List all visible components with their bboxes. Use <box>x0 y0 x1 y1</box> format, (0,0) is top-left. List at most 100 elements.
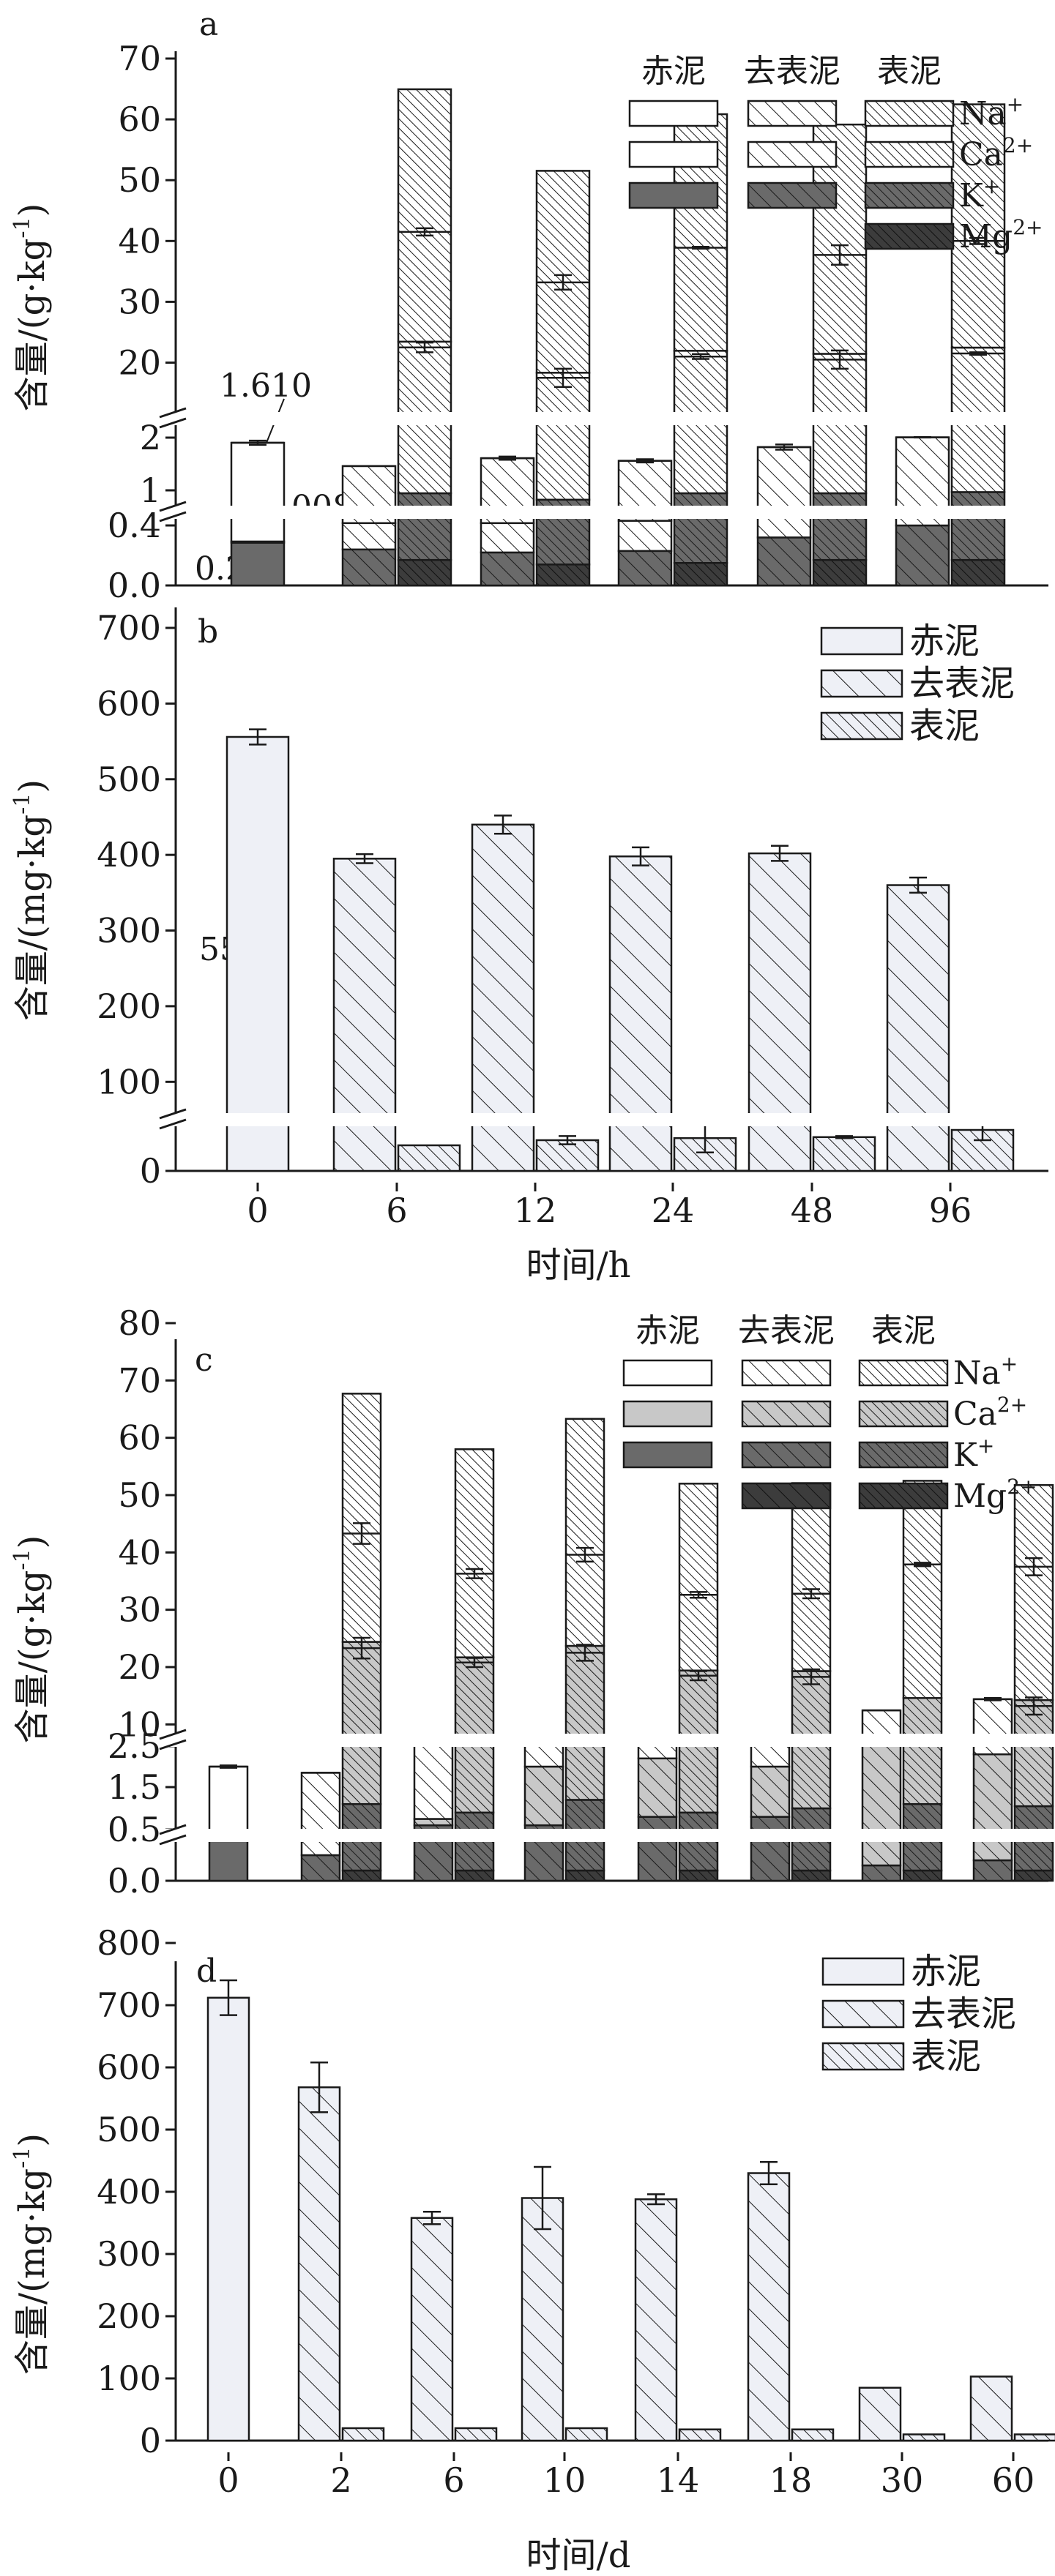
bar-d-1 <box>634 2198 678 2442</box>
ylabel-text: 含量/(mg·kg <box>12 2168 53 2375</box>
panel-c-y-tick-label: 0.5 <box>108 1810 161 1849</box>
bar-c-Mg <box>564 1869 605 1882</box>
annotation-1610: 1.610 <box>220 367 312 405</box>
panel-c-axis-break <box>161 1734 1055 1747</box>
panel-a-y-tick-label: 20 <box>118 343 161 383</box>
legend-swatch <box>864 100 955 127</box>
svg-text:含量/(g·kg-1): 含量/(g·kg-1) <box>10 203 53 412</box>
x-tick-label: 6 <box>443 2460 464 2500</box>
x-tick-label: 10 <box>543 2460 586 2500</box>
bar-d-1 <box>410 2217 454 2442</box>
legend-type-label: 赤泥 <box>911 1951 981 1992</box>
bar-a-Mg <box>535 564 591 587</box>
x-tick-label: 96 <box>929 1191 972 1230</box>
bar-d-2 <box>1013 2433 1055 2442</box>
panel-b-y-tick-label: 500 <box>97 760 161 799</box>
legend-type-label: 表泥 <box>909 705 980 746</box>
legend-swatch <box>821 1957 905 1986</box>
panel-a-y-tick-label: 0.0 <box>108 566 161 605</box>
panel-b-y-tick-label: 0 <box>140 1151 161 1191</box>
legend-swatch <box>741 1441 832 1469</box>
legend-ion-label: K+ <box>953 1434 994 1474</box>
ion-base: Mg <box>959 218 1013 255</box>
ion-sup: + <box>1007 92 1024 116</box>
legend-ion-label: Mg2+ <box>953 1475 1037 1515</box>
panel-d-y-tick-label: 100 <box>97 2359 161 2398</box>
bar-c-Na <box>341 1393 382 1643</box>
legend-swatch <box>864 222 955 250</box>
panel-d-letter: d <box>196 1952 217 1990</box>
svg-text:含量/(mg·kg-1): 含量/(mg·kg-1) <box>10 2133 53 2375</box>
ylabel-sup: -1 <box>10 2147 35 2168</box>
panel-d-y-tick-label: 800 <box>97 1923 161 1963</box>
bar-d-2 <box>341 2427 385 2442</box>
legend-swatch <box>820 626 903 656</box>
ylabel-close: ) <box>12 779 53 793</box>
panel-c-y-tick-label: 80 <box>118 1303 161 1343</box>
panel-a-y-tick-label: 0.4 <box>108 506 161 545</box>
legend-swatch <box>858 1482 949 1510</box>
bar-c-Ca <box>564 1644 605 1801</box>
ion-base: Na <box>953 1355 1001 1392</box>
panel-b-y-tick-label: 100 <box>97 1062 161 1101</box>
x-tick-label: 48 <box>791 1191 834 1230</box>
x-tick-label: 24 <box>652 1191 695 1230</box>
bar-d-1 <box>858 2386 902 2442</box>
bar-a-K <box>397 492 452 561</box>
bar-c-Ca <box>341 1641 382 1805</box>
ion-base: Mg <box>953 1478 1007 1515</box>
bar-c-Mg <box>341 1869 382 1882</box>
legend-ion-label: Na+ <box>953 1352 1018 1392</box>
panel-b-ylabel: 含量/(mg·kg-1) <box>10 779 53 1021</box>
ion-base: Ca <box>959 136 1003 173</box>
legend-col-header: 赤泥 <box>635 1312 700 1349</box>
bar-a-K <box>617 550 673 587</box>
x-tick-label: 0 <box>247 1191 268 1230</box>
ion-sup: + <box>1001 1352 1018 1376</box>
panel-a-break-mark <box>159 407 187 419</box>
bar-c-Ca <box>902 1697 943 1805</box>
panel-d-y-tick-label: 400 <box>97 2172 161 2212</box>
legend-swatch <box>821 2042 905 2071</box>
panel-b-break-mark <box>159 1118 187 1130</box>
legend-type-label: 表泥 <box>911 2036 981 2077</box>
panel-c-y-tick-label: 60 <box>118 1418 161 1458</box>
ylabel-close: ) <box>12 1535 53 1549</box>
ylabel-text: 含量/(g·kg <box>12 239 53 412</box>
ylabel-sup: -1 <box>10 1549 35 1570</box>
bar-a-K <box>895 524 950 587</box>
bar-c-K <box>861 1864 902 1882</box>
bar-c-K <box>637 1816 678 1882</box>
bar-c-Ca <box>523 1765 564 1827</box>
bar-d-2 <box>454 2427 498 2442</box>
panel-a-y-tick-label: 70 <box>118 39 161 78</box>
legend-swatch <box>747 181 838 209</box>
panel-c-y-tick-label: 50 <box>118 1475 161 1515</box>
legend-col-header: 赤泥 <box>641 53 706 90</box>
bar-c-Ca <box>861 1745 902 1867</box>
bar-b-0 <box>225 735 290 1172</box>
bar-a-Ca <box>617 520 673 553</box>
bar-a-K <box>756 536 812 587</box>
x-tick-label: 6 <box>386 1191 407 1230</box>
legend-col-header: 表泥 <box>871 1312 936 1349</box>
legend-swatch <box>741 1359 832 1387</box>
bar-b-2 <box>812 1136 876 1172</box>
x-tick-label: 30 <box>881 2460 924 2500</box>
panel-a-y-tick-label: 50 <box>118 160 161 200</box>
legend-swatch <box>622 1400 713 1428</box>
bar-d-2 <box>678 2428 722 2442</box>
bar-c-Na <box>791 1482 832 1672</box>
panel-b-y-tick-label: 300 <box>97 911 161 951</box>
legend-col-header: 去表泥 <box>738 1312 835 1349</box>
panel-c-axis-break <box>161 1829 1055 1842</box>
x-tick-label: 18 <box>769 2460 813 2500</box>
bar-a-Na <box>895 436 950 509</box>
panel-c-break-mark <box>159 1729 187 1740</box>
panel-b-y-tick-label: 200 <box>97 986 161 1026</box>
legend-swatch <box>628 141 719 168</box>
bar-c-Na <box>454 1448 495 1658</box>
bar-a-Mg <box>673 562 728 587</box>
ylabel-sup: -1 <box>10 217 35 238</box>
